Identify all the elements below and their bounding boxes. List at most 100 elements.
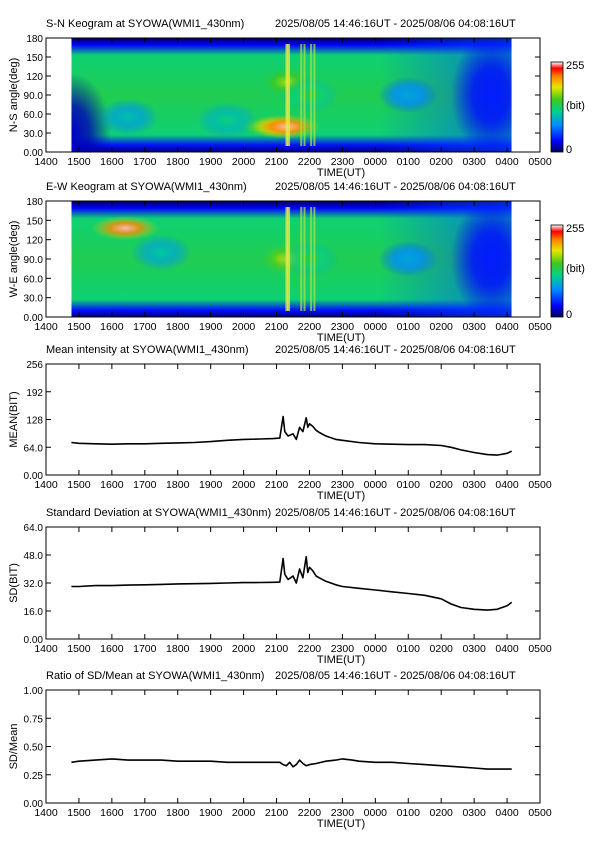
- keogram-streak: [287, 44, 291, 146]
- x-tick-label: 1400: [34, 479, 58, 491]
- x-tick-label: 0300: [462, 321, 486, 333]
- chart-panel-3: Mean intensity at SYOWA(WMI1_430nm) 2025/…: [8, 344, 552, 502]
- x-tick-label: 1800: [166, 479, 190, 491]
- x-tick-label: 1800: [166, 156, 190, 168]
- y-tick-label: 0.00: [24, 471, 44, 482]
- keogram-streak: [310, 44, 313, 146]
- x-tick-label: 0300: [462, 643, 486, 655]
- y-tick-label: 16.0: [24, 607, 44, 618]
- x-tick-label: 1900: [199, 479, 223, 491]
- x-tick-label: 1400: [34, 321, 58, 333]
- x-tick-label: 1400: [34, 156, 58, 168]
- y-axis-label: W-E angle(deg): [8, 221, 20, 298]
- x-tick-label: 2300: [331, 156, 355, 168]
- x-tick-label: 0500: [528, 807, 552, 819]
- y-tick-label: 0.00: [24, 313, 44, 324]
- keogram-feature: [378, 77, 439, 113]
- x-tick-label: 0000: [364, 643, 388, 655]
- colorbar-min: 0: [566, 144, 572, 156]
- x-tick-label: 0400: [495, 807, 519, 819]
- x-tick-label: 0000: [364, 807, 388, 819]
- x-tick-label: 1700: [133, 321, 157, 333]
- x-tick-label: 0100: [397, 156, 421, 168]
- y-tick-label: 64.0: [24, 523, 44, 534]
- colorbar-unit: (bit): [566, 263, 585, 275]
- keogram-feature: [378, 241, 439, 277]
- x-tick-label: 1600: [100, 479, 124, 491]
- y-tick-label: 150: [26, 53, 43, 64]
- y-tick-label: 0.00: [24, 635, 44, 646]
- x-tick-label: 0100: [397, 321, 421, 333]
- x-tick-label: 0400: [495, 321, 519, 333]
- colorbar: [550, 224, 564, 318]
- x-axis-label: TIME(UT): [317, 332, 365, 344]
- x-tick-label: 1900: [199, 156, 223, 168]
- series-line: [71, 555, 513, 611]
- plot-frame: [45, 363, 541, 476]
- x-tick-label: 1900: [199, 807, 223, 819]
- time-range: 2025/08/05 14:46:16UT - 2025/08/06 04:08…: [275, 181, 516, 193]
- x-tick-label: 2000: [232, 807, 256, 819]
- x-tick-label: 1800: [166, 807, 190, 819]
- x-tick-label: 0500: [528, 643, 552, 655]
- x-tick-label: 0400: [495, 643, 519, 655]
- colorbar-min: 0: [566, 309, 572, 321]
- x-tick-label: 1700: [133, 807, 157, 819]
- colorbar: [550, 61, 564, 153]
- x-tick-label: 2100: [265, 643, 289, 655]
- y-tick-label: 1.00: [24, 686, 44, 697]
- x-tick-label: 1700: [133, 643, 157, 655]
- chart-panel-2: E-W Keogram at SYOWA(WMI1_430nm) 2025/08/…: [8, 181, 585, 344]
- keogram-streak: [310, 207, 313, 311]
- plot-frame: [45, 689, 541, 804]
- x-tick-label: 2100: [265, 807, 289, 819]
- x-tick-label: 2200: [298, 807, 322, 819]
- x-tick-label: 2300: [331, 321, 355, 333]
- x-tick-label: 1400: [34, 643, 58, 655]
- x-tick-label: 1900: [199, 321, 223, 333]
- keogram-feature: [197, 102, 258, 139]
- x-tick-label: 0500: [528, 321, 552, 333]
- x-tick-label: 2100: [265, 321, 289, 333]
- x-tick-label: 2200: [298, 156, 322, 168]
- x-tick-label: 0200: [430, 156, 454, 168]
- x-tick-label: 0300: [462, 479, 486, 491]
- x-tick-label: 0500: [528, 479, 552, 491]
- x-tick-label: 1600: [100, 321, 124, 333]
- x-tick-label: 1800: [166, 643, 190, 655]
- keogram-feature: [91, 216, 160, 241]
- x-tick-label: 1500: [67, 643, 91, 655]
- x-axis-label: TIME(UT): [317, 490, 365, 502]
- keogram-feature: [450, 201, 512, 317]
- keogram-streak: [313, 207, 316, 311]
- x-tick-label: 2300: [331, 479, 355, 491]
- x-tick-label: 0200: [430, 479, 454, 491]
- y-tick-label: 30.0: [24, 294, 44, 305]
- y-tick-label: 60.0: [24, 110, 44, 121]
- series-line: [71, 758, 512, 770]
- keogram-image: [46, 38, 540, 152]
- x-tick-label: 0200: [430, 643, 454, 655]
- x-tick-label: 1600: [100, 807, 124, 819]
- series-line: [71, 415, 513, 456]
- x-tick-label: 0100: [397, 807, 421, 819]
- keogram-feature: [279, 241, 340, 277]
- x-tick-label: 1500: [67, 156, 91, 168]
- y-tick-label: 0.75: [24, 714, 44, 725]
- colorbar-max: 255: [566, 223, 584, 235]
- chart-title: Ratio of SD/Mean at SYOWA(WMI1_430nm): [46, 670, 264, 682]
- y-tick-label: 32.0: [24, 579, 44, 590]
- y-tick-label: 30.0: [24, 129, 44, 140]
- colorbar-unit: (bit): [566, 100, 585, 112]
- y-tick-label: 128: [26, 416, 43, 427]
- keogram-streak: [300, 207, 303, 311]
- chart-panel-4: Standard Deviation at SYOWA(WMI1_430nm) 2…: [8, 507, 552, 666]
- keogram-feature: [71, 73, 112, 152]
- x-axis-label: TIME(UT): [317, 654, 365, 666]
- y-tick-label: 60.0: [24, 274, 44, 285]
- x-axis-label: TIME(UT): [317, 818, 365, 830]
- colorbar-max: 255: [566, 60, 584, 72]
- x-tick-label: 1500: [67, 807, 91, 819]
- x-tick-label: 2300: [331, 807, 355, 819]
